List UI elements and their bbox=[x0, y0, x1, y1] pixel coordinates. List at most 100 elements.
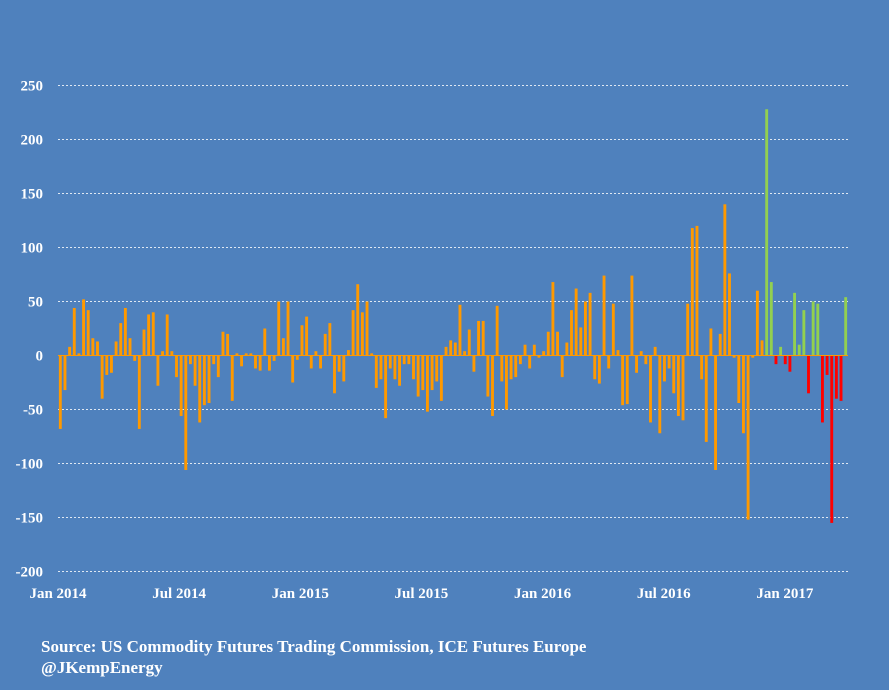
y-tick-label: -150 bbox=[16, 511, 44, 527]
bar bbox=[156, 355, 160, 386]
bar bbox=[486, 355, 490, 397]
bar bbox=[700, 355, 704, 380]
bar bbox=[570, 310, 573, 356]
bar bbox=[714, 355, 717, 470]
bar bbox=[351, 310, 355, 356]
bar bbox=[783, 355, 787, 365]
bar bbox=[681, 355, 685, 421]
bar bbox=[839, 355, 843, 401]
bar bbox=[477, 320, 480, 356]
bar bbox=[481, 320, 485, 356]
bar bbox=[607, 355, 611, 369]
bar bbox=[723, 204, 727, 356]
bar bbox=[686, 303, 690, 356]
bar bbox=[77, 353, 81, 356]
bar bbox=[616, 350, 620, 356]
bar bbox=[769, 282, 773, 356]
bar bbox=[718, 333, 722, 356]
bar bbox=[128, 338, 132, 356]
bar bbox=[676, 355, 680, 416]
bar bbox=[658, 355, 662, 434]
bar bbox=[760, 340, 764, 356]
bar bbox=[834, 355, 838, 399]
bar bbox=[175, 355, 178, 378]
bar bbox=[305, 316, 309, 356]
bar bbox=[537, 355, 541, 358]
bar bbox=[472, 355, 476, 372]
bar bbox=[272, 355, 276, 361]
author-handle: @JKempEnergy bbox=[41, 658, 163, 677]
bar bbox=[337, 355, 341, 372]
y-tick-label: 100 bbox=[21, 241, 44, 257]
bar bbox=[193, 355, 197, 386]
x-tick-label: Jul 2016 bbox=[637, 586, 691, 602]
bar bbox=[546, 331, 550, 356]
bar bbox=[765, 109, 769, 356]
bar bbox=[258, 355, 262, 371]
x-axis-tick-labels: Jan 2014 Jul 2014 Jan 2015 Jul 2015 Jan 2016… bbox=[29, 586, 813, 602]
bar bbox=[742, 355, 745, 434]
bar bbox=[551, 282, 555, 356]
bar bbox=[523, 344, 527, 356]
bar bbox=[393, 355, 397, 380]
bar bbox=[360, 312, 364, 356]
bar bbox=[216, 355, 220, 378]
bar bbox=[690, 228, 694, 356]
bar bbox=[221, 331, 225, 356]
bar bbox=[449, 340, 453, 356]
bar bbox=[500, 355, 504, 382]
bar bbox=[110, 355, 113, 373]
bar bbox=[323, 333, 327, 356]
bar bbox=[751, 355, 755, 358]
bar bbox=[398, 355, 401, 386]
bar bbox=[86, 310, 90, 356]
bar bbox=[281, 338, 285, 356]
bar bbox=[333, 355, 336, 394]
bar bbox=[746, 355, 750, 520]
bar bbox=[737, 355, 741, 404]
bar bbox=[653, 346, 657, 356]
bar bbox=[444, 346, 448, 356]
bar bbox=[644, 355, 648, 365]
bar bbox=[639, 351, 643, 356]
bar bbox=[774, 355, 778, 365]
bar bbox=[123, 307, 127, 356]
bar bbox=[663, 355, 666, 382]
bar bbox=[825, 355, 829, 375]
bar bbox=[96, 341, 99, 356]
bar bbox=[184, 355, 188, 470]
bar bbox=[495, 305, 499, 356]
bar bbox=[58, 355, 62, 429]
y-axis-tick-labels: 250 200 150 100 50 0 -50 -100 -150 -200 bbox=[16, 79, 44, 581]
bar bbox=[463, 351, 467, 356]
bar bbox=[704, 355, 708, 442]
x-tick-label: Jan 2014 bbox=[29, 586, 87, 602]
bar bbox=[347, 350, 350, 356]
bar bbox=[72, 307, 76, 356]
bar bbox=[295, 355, 299, 360]
bar bbox=[142, 329, 146, 356]
bar bbox=[165, 314, 169, 356]
bar bbox=[672, 355, 676, 394]
bar bbox=[207, 355, 211, 404]
bar bbox=[263, 328, 267, 356]
bar bbox=[119, 323, 123, 356]
bar bbox=[202, 355, 206, 406]
x-tick-label: Jan 2016 bbox=[514, 586, 572, 602]
bar bbox=[189, 355, 192, 365]
bar bbox=[249, 353, 253, 356]
bar bbox=[453, 342, 457, 356]
bar bbox=[370, 353, 374, 356]
y-tick-label: 50 bbox=[28, 295, 43, 311]
bar bbox=[597, 355, 601, 384]
bar bbox=[63, 355, 67, 391]
bar bbox=[319, 355, 322, 369]
bar bbox=[821, 355, 824, 423]
bar bbox=[728, 273, 731, 356]
bar bbox=[797, 344, 801, 356]
bar bbox=[68, 346, 72, 356]
x-tick-label: Jul 2015 bbox=[395, 586, 449, 602]
bar bbox=[635, 355, 638, 373]
